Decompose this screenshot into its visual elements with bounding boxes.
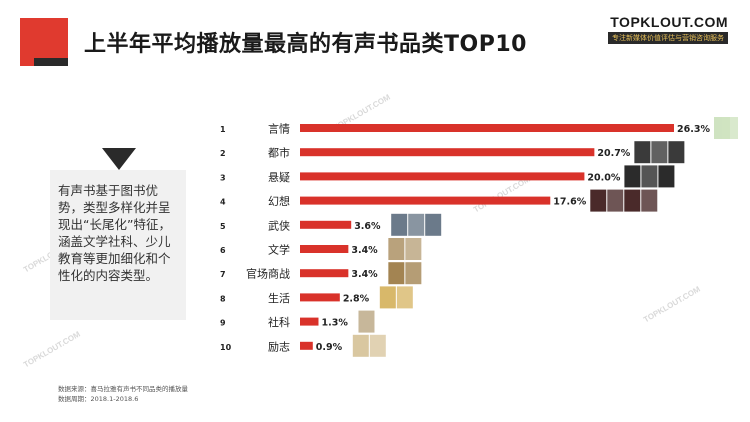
rank-label: 2 xyxy=(220,149,226,158)
category-label: 幻想 xyxy=(268,194,290,208)
bar xyxy=(300,341,313,350)
book-cover-thumbnail xyxy=(641,189,658,212)
book-cover-thumbnail xyxy=(590,189,607,212)
rank-label: 5 xyxy=(220,222,226,231)
data-period: 数据周期：2018.1-2018.6 xyxy=(58,395,139,403)
callout-notch xyxy=(102,148,136,170)
category-label: 悬疑 xyxy=(268,171,290,184)
bar xyxy=(300,220,352,229)
bar xyxy=(300,148,595,157)
value-label: 2.8% xyxy=(343,293,370,304)
bar xyxy=(300,172,585,181)
value-label: 3.6% xyxy=(354,221,381,232)
book-cover-thumbnail xyxy=(624,165,641,188)
category-label: 文学 xyxy=(268,243,290,257)
value-label: 20.7% xyxy=(597,148,630,159)
bar xyxy=(300,317,319,326)
category-label: 官场商战 xyxy=(246,267,290,281)
book-cover-thumbnail xyxy=(408,213,425,236)
bar xyxy=(300,124,674,132)
value-label: 0.9% xyxy=(316,342,343,353)
rank-label: 8 xyxy=(220,294,226,303)
footer-notes: 数据来源：喜马拉雅有声书不同品类的播放量 数据周期：2018.1-2018.6 xyxy=(58,384,188,404)
callout-text: 有声书基于图书优势，类型多样化并呈现出“长尾化”特征，涵盖文学社科、少儿教育等更… xyxy=(58,183,171,283)
book-cover-thumbnail xyxy=(641,165,658,188)
book-cover-thumbnail xyxy=(388,262,405,285)
value-label: 3.4% xyxy=(351,269,378,280)
rank-label: 1 xyxy=(220,125,226,134)
rank-label: 9 xyxy=(220,319,226,328)
brand-name: TOPKLOUT.COM xyxy=(610,14,728,30)
book-cover-thumbnail xyxy=(358,310,375,333)
accent-block-inner xyxy=(34,30,68,58)
book-cover-thumbnail xyxy=(379,286,396,309)
value-label: 17.6% xyxy=(553,197,586,208)
value-label: 20.0% xyxy=(587,172,620,183)
book-cover-thumbnail xyxy=(722,117,738,139)
book-cover-thumbnail xyxy=(607,189,624,212)
bar xyxy=(300,196,551,205)
book-cover-thumbnail xyxy=(388,238,405,260)
book-cover-thumbnail xyxy=(391,213,408,236)
book-cover-thumbnail xyxy=(425,213,442,236)
category-label: 都市 xyxy=(268,146,290,160)
book-cover-thumbnail xyxy=(396,286,413,309)
rank-label: 3 xyxy=(220,173,226,182)
book-cover-thumbnail xyxy=(658,165,675,188)
book-cover-thumbnail xyxy=(668,141,685,164)
book-cover-thumbnail xyxy=(352,334,369,357)
rank-label: 4 xyxy=(220,198,226,207)
rank-label: 6 xyxy=(220,246,226,255)
value-label: 1.3% xyxy=(321,318,348,329)
brand-tagline: 专注新媒体价值评估与营销咨询服务 xyxy=(608,32,728,44)
category-label: 武侠 xyxy=(268,219,290,232)
category-label: 励志 xyxy=(268,340,290,353)
category-label: 社科 xyxy=(268,315,290,329)
rank-label: 10 xyxy=(220,343,232,352)
book-cover-thumbnail xyxy=(651,141,668,164)
data-source: 数据来源：喜马拉雅有声书不同品类的播放量 xyxy=(58,385,188,393)
value-label: 26.3% xyxy=(677,124,710,135)
book-cover-thumbnail xyxy=(634,141,651,164)
book-cover-thumbnail xyxy=(405,262,422,285)
book-cover-thumbnail xyxy=(405,238,422,260)
book-cover-thumbnail xyxy=(369,334,386,357)
category-label: 生活 xyxy=(268,291,290,305)
bar xyxy=(300,293,340,302)
value-label: 3.4% xyxy=(351,245,378,256)
bar xyxy=(300,269,349,278)
rank-label: 7 xyxy=(220,270,226,279)
brand-logo: TOPKLOUT.COM 专注新媒体价值评估与营销咨询服务 xyxy=(608,14,728,44)
book-cover-thumbnail xyxy=(624,189,641,212)
category-label: 言情 xyxy=(268,123,290,136)
page-title: 上半年平均播放量最高的有声书品类TOP10 xyxy=(84,32,527,57)
callout-box: 有声书基于图书优势，类型多样化并呈现出“长尾化”特征，涵盖文学社科、少儿教育等更… xyxy=(50,170,186,320)
bar xyxy=(300,245,349,253)
